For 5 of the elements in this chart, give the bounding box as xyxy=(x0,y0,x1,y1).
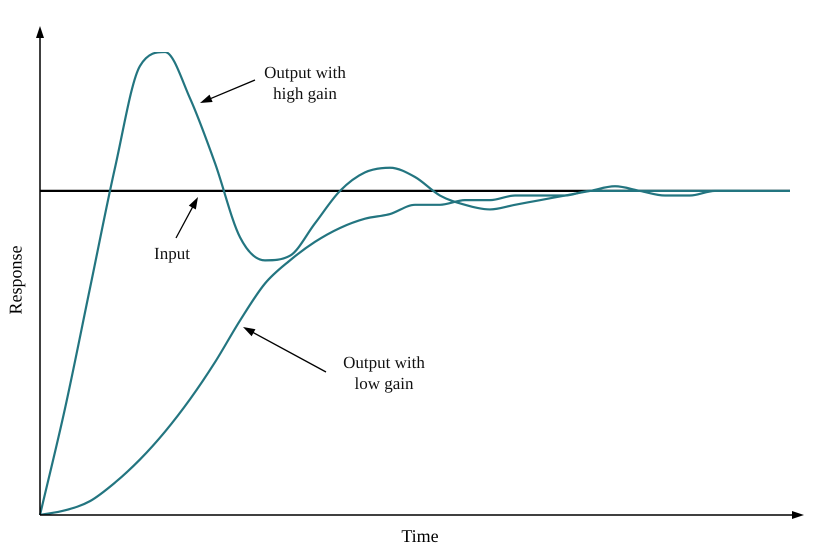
x-axis-title: Time xyxy=(401,526,439,547)
annotation: Output with low gain xyxy=(343,352,425,394)
annotation: Output with high gain xyxy=(264,62,346,104)
annotation: Input xyxy=(154,243,190,264)
y-axis-title: Response xyxy=(6,246,26,314)
